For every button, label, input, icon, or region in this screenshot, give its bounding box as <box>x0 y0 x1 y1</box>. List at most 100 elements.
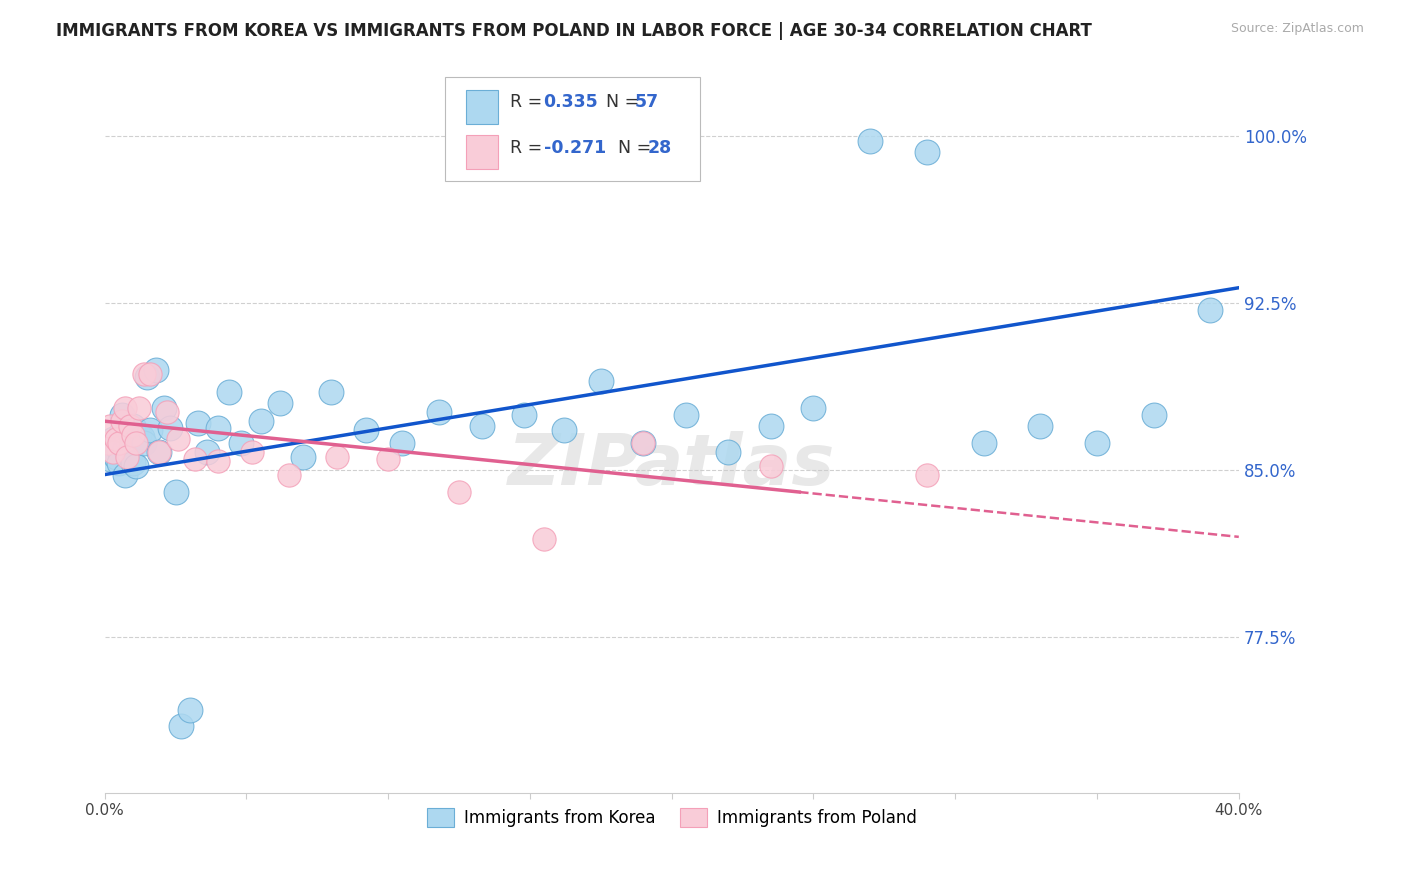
Point <box>170 719 193 733</box>
Text: R =: R = <box>509 94 547 112</box>
Point <box>134 368 156 382</box>
Point <box>184 452 207 467</box>
Point <box>105 450 128 464</box>
Point <box>218 385 240 400</box>
Point <box>1029 418 1052 433</box>
Point <box>269 396 291 410</box>
Point <box>278 467 301 482</box>
Point <box>354 423 377 437</box>
Point <box>321 385 343 400</box>
Text: Source: ZipAtlas.com: Source: ZipAtlas.com <box>1230 22 1364 36</box>
Point <box>114 441 136 455</box>
Text: 0.335: 0.335 <box>544 94 599 112</box>
Point <box>427 405 450 419</box>
Point <box>229 436 252 450</box>
Point <box>803 401 825 415</box>
Point <box>122 418 145 433</box>
Legend: Immigrants from Korea, Immigrants from Poland: Immigrants from Korea, Immigrants from P… <box>420 802 924 834</box>
Point <box>377 452 399 467</box>
Point <box>326 450 349 464</box>
FancyBboxPatch shape <box>444 78 700 180</box>
Point <box>533 532 555 546</box>
Text: R =: R = <box>509 138 547 156</box>
Point <box>148 445 170 459</box>
Point <box>633 436 655 450</box>
Point <box>98 452 121 467</box>
Point <box>207 421 229 435</box>
Point <box>98 418 121 433</box>
Point <box>153 401 176 415</box>
Point <box>471 418 494 433</box>
Point <box>915 145 938 159</box>
Point <box>96 436 118 450</box>
Point <box>633 436 655 450</box>
Point <box>240 445 263 459</box>
Point <box>131 430 153 444</box>
Text: ZIPatlas: ZIPatlas <box>508 431 835 500</box>
FancyBboxPatch shape <box>467 90 498 124</box>
Point <box>675 408 697 422</box>
Point <box>292 450 315 464</box>
Point <box>96 445 118 459</box>
Point <box>98 436 121 450</box>
Text: -0.271: -0.271 <box>544 138 606 156</box>
Point <box>108 436 131 450</box>
Point <box>195 445 218 459</box>
FancyBboxPatch shape <box>467 135 498 169</box>
Point <box>125 458 148 473</box>
Point <box>145 363 167 377</box>
Point <box>108 443 131 458</box>
Point <box>125 436 148 450</box>
Point <box>915 467 938 482</box>
Point <box>249 414 271 428</box>
Point <box>589 374 612 388</box>
Point <box>513 408 536 422</box>
Point <box>759 418 782 433</box>
Point <box>136 369 159 384</box>
Point <box>1143 408 1166 422</box>
Point <box>391 436 413 450</box>
Point <box>156 405 179 419</box>
Point <box>553 423 575 437</box>
Point <box>114 467 136 482</box>
Point <box>120 448 142 462</box>
Point <box>122 457 145 471</box>
Text: N =: N = <box>607 138 657 156</box>
Point <box>167 432 190 446</box>
Point <box>117 432 139 446</box>
Text: 57: 57 <box>634 94 658 112</box>
Point <box>859 134 882 148</box>
Point <box>134 436 156 450</box>
Point <box>165 485 187 500</box>
Point <box>111 423 134 437</box>
Point <box>128 401 150 415</box>
Point <box>105 439 128 453</box>
Point <box>717 445 740 459</box>
Point <box>101 445 124 459</box>
Point <box>1199 303 1222 318</box>
Point <box>128 427 150 442</box>
Point <box>111 408 134 422</box>
Point <box>105 432 128 446</box>
Point <box>139 368 162 382</box>
Point <box>120 418 142 433</box>
Point <box>139 423 162 437</box>
Text: 28: 28 <box>648 138 672 156</box>
Point <box>759 458 782 473</box>
Text: N =: N = <box>595 94 644 112</box>
Point <box>108 457 131 471</box>
Point <box>114 401 136 415</box>
Point <box>101 432 124 446</box>
Point <box>449 485 471 500</box>
Point <box>117 450 139 464</box>
Point <box>1085 436 1108 450</box>
Point <box>179 703 201 717</box>
Point <box>187 417 209 431</box>
Point <box>159 421 181 435</box>
Text: IMMIGRANTS FROM KOREA VS IMMIGRANTS FROM POLAND IN LABOR FORCE | AGE 30-34 CORRE: IMMIGRANTS FROM KOREA VS IMMIGRANTS FROM… <box>56 22 1092 40</box>
Point <box>148 445 170 459</box>
Point <box>111 414 134 428</box>
Point <box>122 427 145 442</box>
Point <box>207 454 229 468</box>
Point <box>973 436 995 450</box>
